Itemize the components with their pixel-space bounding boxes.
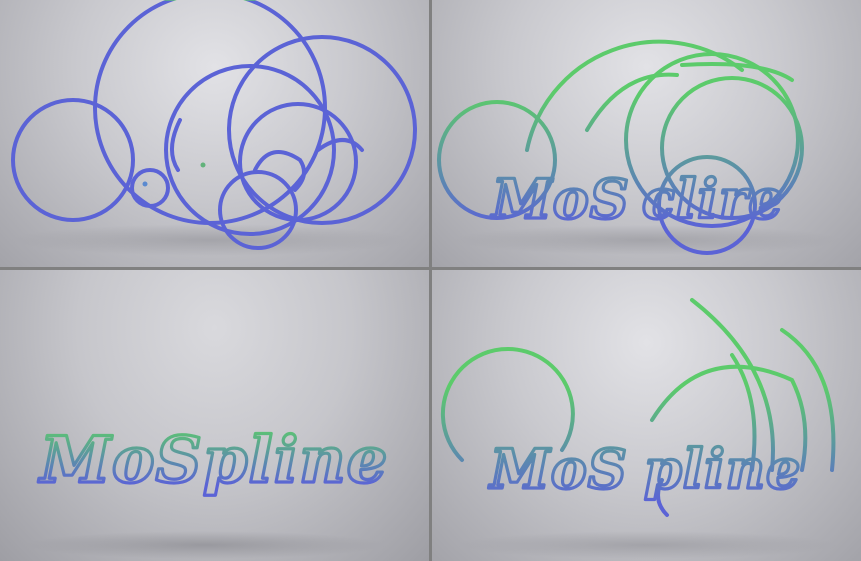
floor-shadow — [25, 531, 385, 559]
spline-point — [142, 181, 148, 187]
spline-wire — [11, 0, 417, 250]
render-panel-circles — [0, 0, 429, 267]
floor-shadow — [457, 531, 837, 559]
partial-text-outline: MoS — [490, 167, 630, 231]
mospline-text-outline: MoSpline — [38, 423, 388, 498]
floor-shadow — [10, 224, 410, 256]
render-panel-tails: MoS pline — [432, 270, 861, 561]
spline-point — [200, 162, 206, 168]
render-panel-partial: MoS clire — [432, 0, 861, 267]
partial-text-outline: MoS — [488, 437, 628, 501]
partial-text-outline: clire — [642, 167, 784, 231]
circles-wireframe — [10, 0, 417, 256]
spline-wire — [440, 298, 836, 517]
partial-text-outline: pline — [644, 437, 801, 501]
tails-wireframe: MoS pline — [440, 298, 837, 559]
spline-wire — [437, 39, 804, 255]
render-panel-full-text: MoSpline — [0, 270, 429, 561]
partial-wireframe: MoS clire — [437, 39, 842, 255]
full-text-wireframe: MoSpline — [25, 421, 389, 559]
